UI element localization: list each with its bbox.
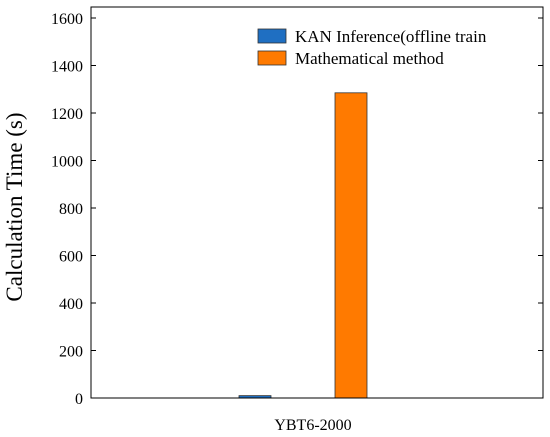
plot-frame — [90, 6, 544, 399]
x-axis-labels: YBT6-2000 — [274, 417, 351, 434]
y-tick-label: 1200 — [51, 106, 83, 123]
x-tick-label: YBT6-2000 — [274, 417, 351, 434]
y-tick-label: 0 — [75, 391, 83, 408]
bars — [238, 92, 368, 399]
y-axis-title: Calculation Time (s) — [2, 112, 27, 301]
bar-mathematical-method — [334, 92, 368, 399]
y-tick-label: 600 — [59, 249, 83, 266]
legend-swatch — [257, 28, 287, 44]
legend-label: KAN Inference(offline train — [295, 27, 487, 46]
y-tick-label: 800 — [59, 201, 83, 218]
y-tick-label: 1600 — [51, 11, 83, 28]
y-tick-label: 400 — [59, 296, 83, 313]
y-tick-label: 1400 — [51, 59, 83, 76]
y-axis-ticks: 0 200 400 600 800 1000 1200 1400 1600 — [51, 11, 543, 408]
legend: KAN Inference(offline train Mathematical … — [257, 27, 487, 68]
legend-swatch — [257, 50, 287, 66]
y-tick-label: 1000 — [51, 154, 83, 171]
y-tick-label: 200 — [59, 344, 83, 361]
legend-label: Mathematical method — [295, 49, 444, 68]
